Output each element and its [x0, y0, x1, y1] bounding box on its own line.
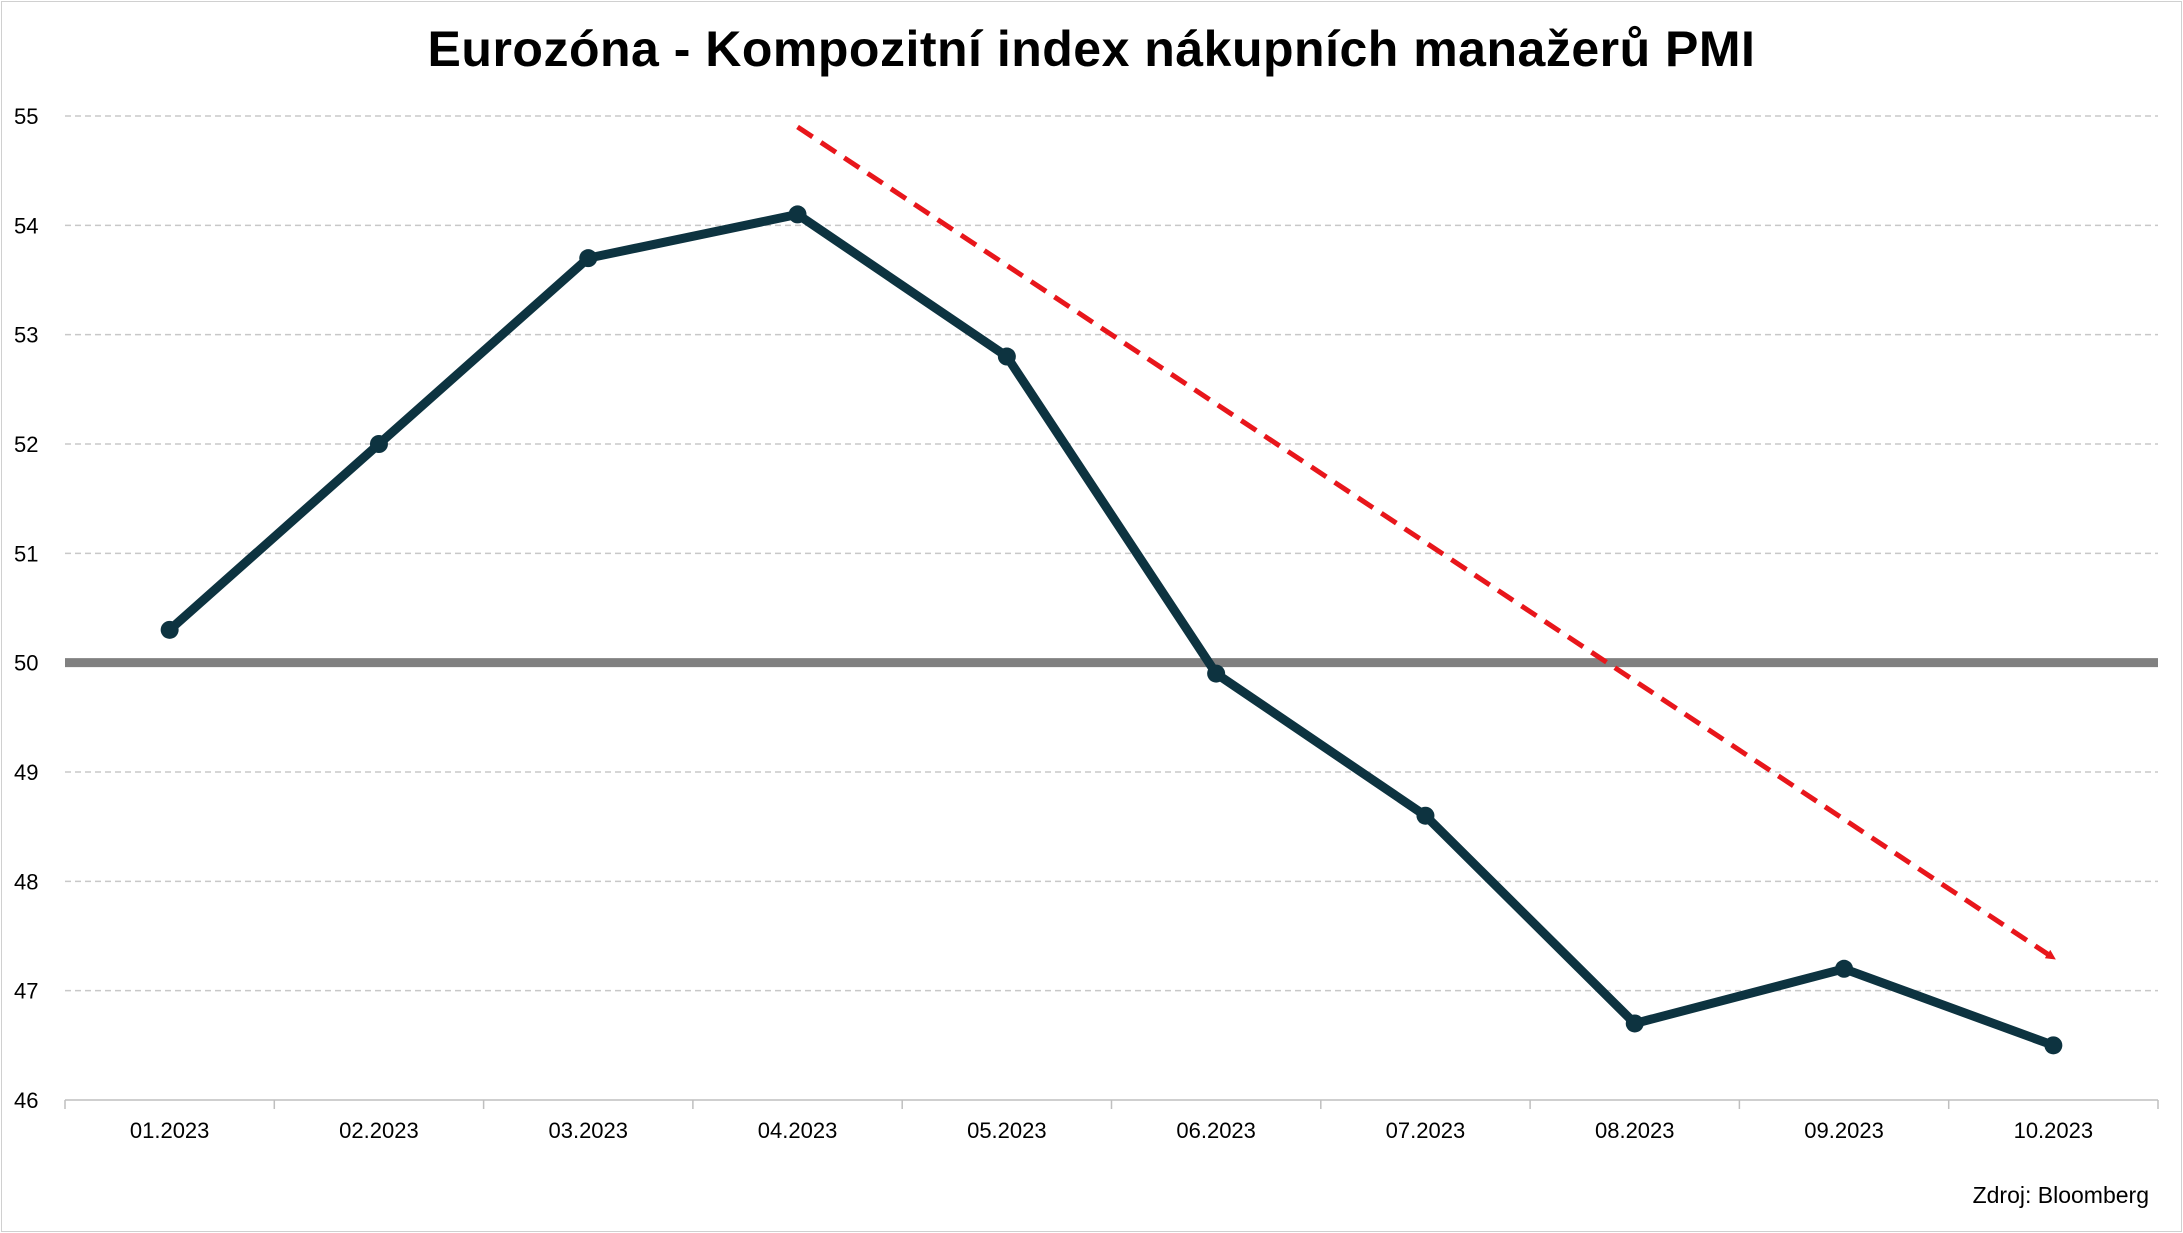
x-axis: [64, 1099, 2159, 1109]
y-tick-label: 55: [14, 104, 38, 129]
y-tick-label: 46: [14, 1088, 38, 1113]
y-tick-label: 52: [14, 432, 38, 457]
x-tick-label: 05.2023: [967, 1118, 1047, 1143]
data-point: [1835, 959, 1854, 978]
x-tick-label: 02.2023: [339, 1118, 419, 1143]
y-tick-label: 54: [14, 213, 38, 238]
chart-title: Eurozóna - Kompozitní index nákupních ma…: [427, 21, 1756, 77]
trend-arrow: [796, 124, 2056, 960]
y-tick-labels: 46 47 48 49 50 51 52 53 54 55: [14, 104, 38, 1113]
data-point: [1416, 806, 1435, 825]
series-group: [160, 205, 2063, 1055]
x-tick-label: 10.2023: [2014, 1118, 2094, 1143]
data-point: [160, 620, 179, 639]
data-point: [1207, 664, 1226, 683]
source-note: Zdroj: Bloomberg: [1972, 1182, 2149, 1208]
y-tick-label: 49: [14, 760, 38, 785]
x-tick-label: 06.2023: [1176, 1118, 1256, 1143]
data-point: [997, 347, 1016, 366]
y-tick-label: 48: [14, 869, 38, 894]
y-tick-label: 50: [14, 651, 38, 676]
data-point: [369, 435, 388, 453]
x-tick-label: 08.2023: [1595, 1118, 1675, 1143]
x-tick-labels: 01.2023 02.2023 03.2023 04.2023 05.2023 06.20…: [130, 1118, 2093, 1143]
series-line: [165, 209, 2058, 1050]
data-point: [1625, 1014, 1644, 1033]
y-tick-label: 51: [14, 541, 38, 566]
x-tick-label: 03.2023: [548, 1118, 628, 1143]
gridlines: [65, 115, 2158, 992]
trend-arrow-group: [796, 124, 2056, 960]
x-tick-label: 01.2023: [130, 1118, 210, 1143]
data-point: [579, 249, 598, 268]
y-tick-label: 53: [14, 323, 38, 348]
y-tick-label: 47: [14, 979, 38, 1004]
x-tick-label: 07.2023: [1386, 1118, 1466, 1143]
data-point: [788, 205, 807, 224]
data-point: [2044, 1036, 2063, 1055]
x-tick-label: 04.2023: [758, 1118, 838, 1143]
x-tick-label: 09.2023: [1804, 1118, 1884, 1143]
